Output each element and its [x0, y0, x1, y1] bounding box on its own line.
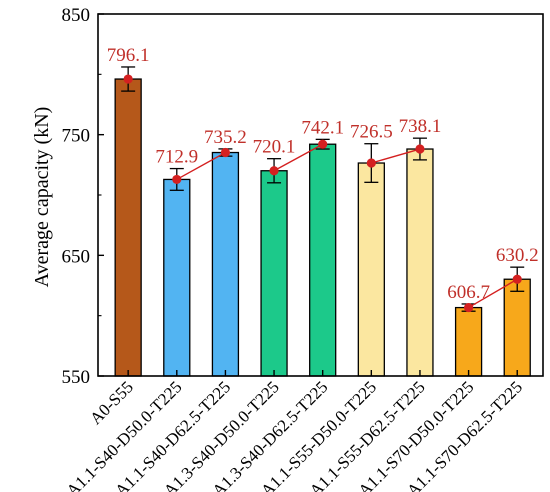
connector-line-2 [273, 143, 324, 172]
data-marker-7 [415, 144, 425, 154]
value-label-9: 630.2 [496, 245, 539, 266]
data-marker-9 [512, 274, 522, 284]
connector-line-3 [371, 148, 421, 164]
connector-lines-layer [176, 143, 518, 309]
y-tick-label-750: 750 [62, 126, 91, 147]
bar-6 [357, 162, 385, 377]
y-tick-label-850: 850 [62, 5, 91, 26]
data-marker-3 [220, 147, 231, 158]
bar-7 [406, 148, 434, 377]
y-axis-label: Average capacity (kN) [31, 107, 53, 288]
axes-layer: 550 650 750 850 [62, 5, 544, 388]
connector-line-1 [176, 151, 226, 181]
bar-8 [454, 306, 483, 377]
value-label-5: 742.1 [301, 117, 344, 138]
value-label-8: 606.7 [447, 282, 490, 303]
value-label-6: 726.5 [350, 122, 393, 143]
data-marker-2 [172, 174, 182, 185]
bar-1 [114, 78, 142, 377]
connector-line-4 [468, 278, 518, 309]
value-label-1: 796.1 [107, 45, 150, 66]
data-marker-4 [269, 166, 279, 176]
data-marker-1 [123, 74, 133, 84]
bar-3 [211, 151, 240, 377]
value-label-3: 735.2 [204, 127, 247, 148]
data-marker-8 [463, 302, 474, 313]
x-tick-labels: A0-S55A1.1-S40-D50.0-T225A1.1-S40-D62.5-… [63, 377, 526, 492]
markers-layer [123, 74, 522, 313]
bar-4 [260, 170, 288, 377]
data-marker-6 [366, 158, 376, 168]
bar-5 [309, 143, 337, 377]
y-tick-label-650: 650 [62, 246, 91, 267]
bar-2 [163, 178, 191, 377]
value-label-4: 720.1 [253, 137, 296, 158]
value-label-2: 712.9 [155, 147, 198, 168]
value-label-7: 738.1 [399, 116, 442, 137]
y-tick-label-550: 550 [62, 367, 91, 388]
data-marker-5 [318, 139, 328, 149]
bar-9 [503, 278, 531, 377]
